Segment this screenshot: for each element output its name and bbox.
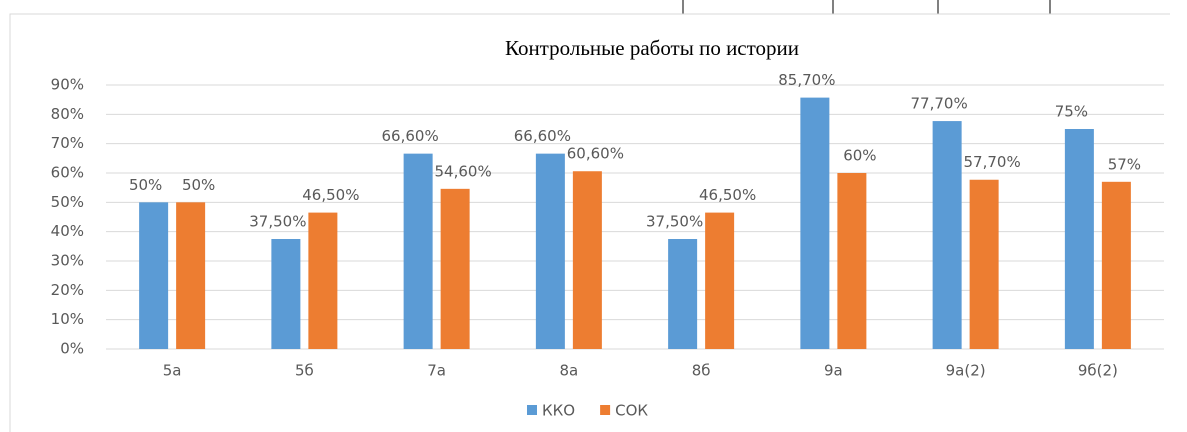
data-label: 60,60% — [567, 145, 624, 163]
data-label: 37,50% — [249, 213, 306, 231]
bar — [176, 202, 206, 349]
y-tick-label: 50% — [51, 193, 84, 211]
bar — [800, 97, 830, 349]
bar — [705, 212, 735, 349]
data-label: 50% — [129, 176, 162, 194]
y-tick-label: 90% — [51, 76, 84, 94]
bar — [1064, 129, 1094, 349]
chart-border — [9, 13, 1170, 432]
x-tick-label: 5б — [295, 362, 314, 380]
data-label: 60% — [843, 147, 876, 165]
legend-label: ККО — [542, 402, 575, 420]
legend-swatch — [527, 405, 537, 415]
bar — [535, 153, 565, 349]
bar — [668, 239, 698, 349]
data-label: 50% — [182, 176, 215, 194]
data-label: 75% — [1055, 103, 1088, 121]
y-tick-label: 60% — [51, 164, 84, 182]
data-label: 66,60% — [514, 127, 571, 145]
bar — [932, 121, 962, 349]
data-label: 46,50% — [302, 186, 359, 204]
bar — [308, 212, 338, 349]
x-tick-label: 9а(2) — [946, 362, 986, 380]
bar — [572, 171, 602, 349]
legend-swatch — [600, 405, 611, 415]
bar — [969, 179, 999, 349]
bar — [271, 239, 301, 349]
bar — [139, 202, 169, 349]
data-label: 57% — [1108, 155, 1141, 173]
x-tick-label: 9б(2) — [1078, 362, 1118, 380]
data-label: 37,50% — [646, 213, 703, 231]
x-tick-label: 8а — [560, 362, 579, 380]
x-tick-label: 5а — [163, 362, 182, 380]
bar — [440, 188, 470, 349]
chart-title: Контрольные работы по истории — [505, 36, 799, 60]
bar — [837, 173, 867, 349]
data-label: 54,60% — [435, 162, 492, 180]
x-tick-label: 8б — [692, 362, 711, 380]
y-tick-label: 20% — [51, 281, 84, 299]
x-tick-label: 7а — [427, 362, 446, 380]
data-label: 46,50% — [699, 186, 756, 204]
y-tick-label: 10% — [51, 310, 84, 328]
data-label: 85,70% — [778, 71, 835, 89]
x-tick-label: 9а — [824, 362, 843, 380]
y-tick-label: 30% — [51, 252, 84, 270]
bar — [1101, 181, 1131, 349]
y-tick-label: 0% — [60, 340, 84, 358]
y-tick-label: 80% — [51, 105, 84, 123]
legend-label: СОК — [615, 402, 648, 420]
bar — [403, 153, 433, 349]
data-label: 66,60% — [382, 127, 439, 145]
y-tick-label: 70% — [51, 134, 84, 152]
y-tick-label: 40% — [51, 222, 84, 240]
data-label: 57,70% — [964, 153, 1021, 171]
data-label: 77,70% — [911, 95, 968, 113]
